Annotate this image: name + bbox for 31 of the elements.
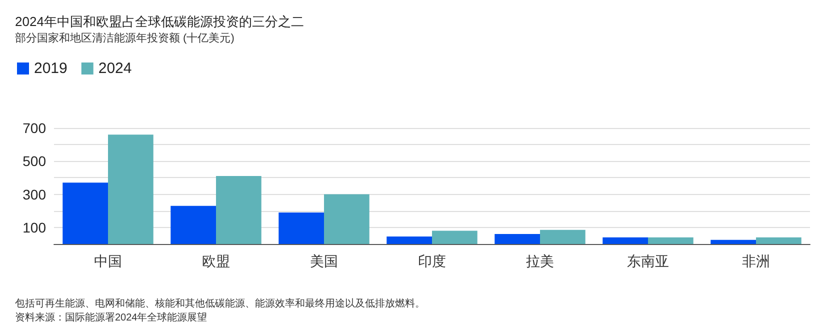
chart-title: 2024年中国和欧盟占全球低碳能源投资的三分之二 xyxy=(15,14,304,29)
legend-label: 2019 xyxy=(34,60,68,77)
x-tick-label: 东南亚 xyxy=(627,253,669,269)
bar xyxy=(494,234,540,244)
legend-label: 2024 xyxy=(98,60,132,77)
bar xyxy=(324,194,370,244)
bar xyxy=(170,206,216,244)
x-tick-label: 中国 xyxy=(94,253,122,269)
bar xyxy=(432,230,478,244)
bar xyxy=(386,236,432,244)
y-tick-label: 500 xyxy=(22,153,46,170)
bar xyxy=(602,237,648,244)
y-tick-label: 700 xyxy=(22,120,46,136)
bar xyxy=(756,237,802,244)
y-tick-label: 100 xyxy=(22,219,46,236)
bar xyxy=(710,240,756,244)
x-tick-label: 印度 xyxy=(418,253,446,269)
x-tick-label: 拉美 xyxy=(526,253,554,269)
bar xyxy=(62,182,108,244)
bar xyxy=(648,237,694,244)
bar xyxy=(216,176,262,244)
bar xyxy=(108,134,154,244)
x-tick-label: 欧盟 xyxy=(202,253,230,269)
text: 资料来源：国际能源署2024年全球能源展望 xyxy=(15,312,208,324)
bar xyxy=(540,230,586,244)
x-tick-label: 非洲 xyxy=(742,253,770,269)
y-tick-label: 300 xyxy=(22,186,46,202)
x-tick-label: 美国 xyxy=(310,253,338,269)
chart-subtitle: 部分国家和地区清洁能源年投资额 (十亿美元) xyxy=(15,32,234,44)
text: 包括可再生能源、电网和储能、核能和其他低碳能源、能源效率和最终用途以及低排放燃料。 xyxy=(15,298,425,310)
bar xyxy=(278,212,324,244)
